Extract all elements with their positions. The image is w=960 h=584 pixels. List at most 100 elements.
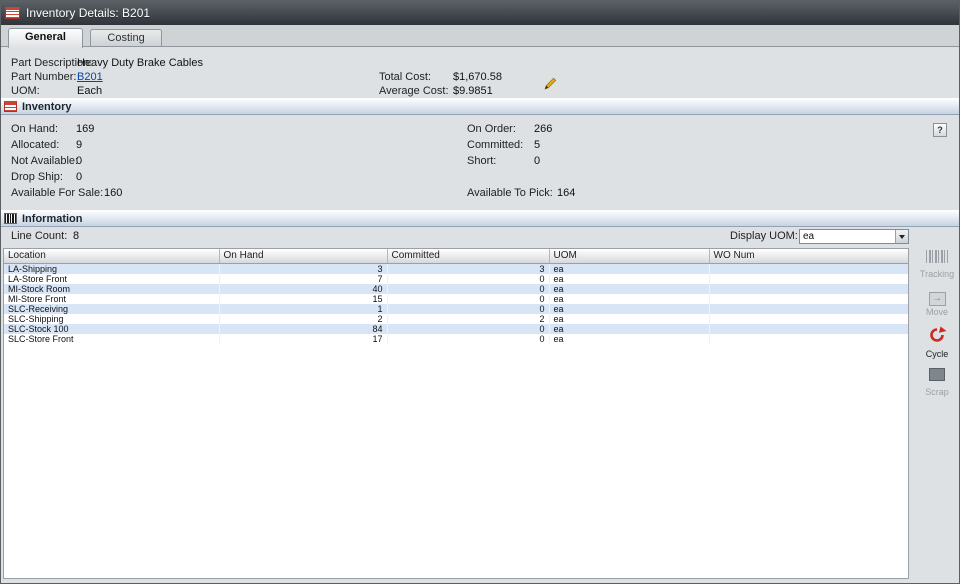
column-header-on-hand[interactable]: On Hand — [219, 249, 388, 264]
move-arrow-icon: → — [928, 292, 946, 306]
cell-committed: 0 — [387, 333, 550, 344]
not-available-value: 0 — [76, 155, 83, 167]
inventory-icon — [4, 101, 17, 112]
short-value: 0 — [534, 155, 541, 167]
available-for-sale-value: 160 — [104, 187, 123, 199]
barcode-icon — [4, 213, 17, 224]
committed-label: Committed: — [467, 139, 524, 151]
cell-committed: 0 — [387, 303, 550, 314]
tracking-button[interactable]: Tracking — [915, 250, 959, 279]
part-description-value: Heavy Duty Brake Cables — [77, 57, 203, 69]
help-button[interactable]: ? — [933, 123, 947, 137]
drop-ship-label: Drop Ship: — [11, 171, 63, 183]
cell-committed: 0 — [387, 283, 550, 294]
table-row[interactable]: LA-Shipping 3 3 ea — [4, 263, 908, 274]
cell-wo-num — [709, 323, 908, 334]
average-cost-value: $9.9851 — [453, 85, 493, 97]
cell-location: LA-Shipping — [4, 263, 220, 274]
average-cost-label: Average Cost: — [379, 85, 449, 97]
cell-location: SLC-Receiving — [4, 303, 220, 314]
part-number-label: Part Number: — [11, 71, 77, 83]
tab-general[interactable]: General — [8, 28, 83, 48]
cell-wo-num — [709, 303, 908, 314]
uom-value: Each — [77, 85, 103, 97]
part-description-label: Part Description: — [11, 57, 93, 69]
cell-on-hand: 7 — [219, 273, 388, 284]
chevron-down-icon — [895, 230, 908, 243]
cell-committed: 0 — [387, 273, 550, 284]
inventory-section-title: Inventory — [22, 100, 72, 113]
cell-on-hand: 40 — [219, 283, 388, 294]
inventory-panel: On Hand: 169 On Order: 266 Allocated: 9 … — [1, 115, 959, 210]
cell-uom: ea — [549, 273, 710, 284]
on-order-label: On Order: — [467, 123, 516, 135]
inventory-row: Not Available: 0 Short: 0 — [1, 155, 959, 169]
cell-on-hand: 17 — [219, 333, 388, 344]
cycle-button[interactable]: Cycle — [915, 326, 959, 359]
table-row[interactable]: MI-Stock Room 40 0 ea — [4, 283, 908, 294]
cell-uom: ea — [549, 303, 710, 314]
location-grid: Location On Hand Committed UOM WO Num LA… — [3, 248, 909, 579]
action-sidebar: Tracking → Move Cycle Scrap — [915, 250, 959, 406]
cell-uom: ea — [549, 293, 710, 304]
cell-wo-num — [709, 273, 908, 284]
display-uom-label: Display UOM: — [730, 230, 798, 242]
cell-committed: 2 — [387, 313, 550, 324]
tab-costing[interactable]: Costing — [90, 29, 162, 47]
general-panel: Part Description: Heavy Duty Brake Cable… — [1, 46, 959, 583]
cell-committed: 0 — [387, 293, 550, 304]
cell-committed: 0 — [387, 323, 550, 334]
cell-on-hand: 1 — [219, 303, 388, 314]
available-to-pick-label: Available To Pick: — [467, 187, 553, 199]
committed-value: 5 — [534, 139, 541, 151]
move-button[interactable]: → Move — [925, 292, 948, 317]
display-uom-select[interactable]: ea — [799, 229, 909, 244]
cell-uom: ea — [549, 333, 710, 344]
column-header-wo-num[interactable]: WO Num — [709, 249, 908, 264]
uom-label: UOM: — [11, 85, 40, 97]
cell-location: SLC-Shipping — [4, 313, 220, 324]
column-header-committed[interactable]: Committed — [387, 249, 550, 264]
scrap-button[interactable]: Scrap — [915, 368, 959, 397]
information-section-header: Information — [1, 210, 959, 227]
edit-pencil-icon[interactable] — [543, 77, 557, 96]
not-available-label: Not Available: — [11, 155, 79, 167]
table-row[interactable]: SLC-Shipping 2 2 ea — [4, 313, 908, 324]
cell-wo-num — [709, 293, 908, 304]
on-hand-value: 169 — [76, 123, 95, 135]
table-row[interactable]: SLC-Store Front 17 0 ea — [4, 333, 908, 344]
allocated-value: 9 — [76, 139, 83, 151]
cell-uom: ea — [549, 313, 710, 324]
on-hand-label: On Hand: — [11, 123, 59, 135]
cell-location: MI-Store Front — [4, 293, 220, 304]
cell-on-hand: 84 — [219, 323, 388, 334]
cell-location: LA-Store Front — [4, 273, 220, 284]
tracking-barcode-icon — [926, 250, 948, 263]
table-row[interactable]: SLC-Stock 100 84 0 ea — [4, 323, 908, 334]
title-bar: Inventory Details: B201 — [1, 1, 959, 25]
line-count-value: 8 — [73, 230, 80, 242]
cell-committed: 3 — [387, 263, 550, 274]
tab-strip: General Costing — [1, 25, 959, 48]
column-header-uom[interactable]: UOM — [549, 249, 710, 264]
inventory-row: Allocated: 9 Committed: 5 — [1, 139, 959, 153]
short-label: Short: — [467, 155, 497, 167]
line-count-label: Line Count: — [11, 230, 68, 242]
total-cost-label: Total Cost: — [379, 71, 431, 83]
table-row[interactable]: MI-Store Front 15 0 ea — [4, 293, 908, 304]
cell-location: MI-Stock Room — [4, 283, 220, 294]
part-number-link[interactable]: B201 — [77, 71, 103, 83]
table-row[interactable]: LA-Store Front 7 0 ea — [4, 273, 908, 284]
table-row[interactable]: SLC-Receiving 1 0 ea — [4, 303, 908, 314]
cell-uom: ea — [549, 323, 710, 334]
cell-on-hand: 15 — [219, 293, 388, 304]
on-order-value: 266 — [534, 123, 553, 135]
cell-wo-num — [709, 313, 908, 324]
available-for-sale-label: Available For Sale: — [11, 187, 104, 199]
allocated-label: Allocated: — [11, 139, 60, 151]
inventory-row: Drop Ship: 0 — [1, 171, 959, 185]
cell-wo-num — [709, 333, 908, 344]
column-header-location[interactable]: Location — [4, 249, 220, 264]
display-uom-value: ea — [803, 231, 815, 242]
